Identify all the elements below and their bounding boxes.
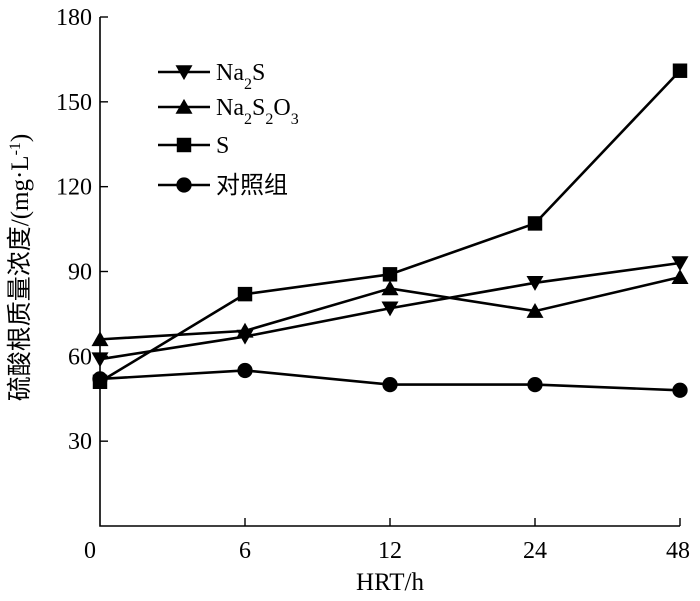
legend-label: 对照组 xyxy=(216,172,288,199)
marker-square xyxy=(672,63,688,78)
x-tick-label: 48 xyxy=(666,538,690,564)
legend-label-part: 2 xyxy=(244,111,252,128)
marker-triangle-down xyxy=(526,276,544,291)
marker-triangle-up xyxy=(175,98,193,114)
y-axis-title: 硫酸根质量浓度/(mg·L-1) xyxy=(6,134,34,401)
marker-square xyxy=(237,286,253,302)
y-tick-label: 30 xyxy=(68,429,92,455)
marker-circle xyxy=(176,177,192,193)
legend-label-part: S xyxy=(252,60,265,86)
marker-circle xyxy=(382,376,398,393)
series-layer xyxy=(91,63,689,398)
marker-triangle-up xyxy=(236,322,254,338)
y-axis-title-close: ) xyxy=(7,134,34,142)
legend-item-2: S xyxy=(158,133,229,159)
marker-triangle-up xyxy=(381,280,399,296)
legend-label-part: Na xyxy=(216,95,244,121)
marker-triangle-down xyxy=(91,352,109,368)
legend-label: Na2S xyxy=(216,60,265,93)
marker-square xyxy=(527,216,543,231)
legend-label: Na2S2O3 xyxy=(216,95,299,128)
legend-item-1: Na2S2O3 xyxy=(158,95,299,128)
x-tick-label: 0 xyxy=(84,538,96,564)
legend-label-part: O xyxy=(273,95,290,121)
series-1 xyxy=(91,269,689,347)
x-tick-label: 12 xyxy=(378,538,402,564)
marker-triangle-down xyxy=(175,65,193,81)
axes: 30 60 90 120 150 180 0 6 12 24 48 xyxy=(56,5,690,564)
y-tick-label: 60 xyxy=(68,344,92,370)
y-tick-label: 120 xyxy=(56,175,92,201)
y-tick-label: 150 xyxy=(56,90,92,116)
legend-label-part: S xyxy=(216,133,229,159)
marker-triangle-down xyxy=(671,256,689,272)
marker-circle xyxy=(527,376,543,393)
legend-label-part: Na xyxy=(216,60,244,86)
marker-triangle-down xyxy=(381,301,399,317)
series-3 xyxy=(92,362,688,398)
marker-square xyxy=(382,267,398,282)
y-axis-title-main: 硫酸根质量浓度/(mg·L xyxy=(6,155,34,401)
marker-circle xyxy=(92,371,108,387)
marker-circle xyxy=(237,362,253,379)
legend-item-0: Na2S xyxy=(158,60,265,93)
y-tick-label: 180 xyxy=(56,5,92,31)
x-tick-label: 24 xyxy=(523,538,547,564)
legend-label-part: S xyxy=(252,95,265,121)
marker-square xyxy=(176,137,192,153)
y-tick-label: 90 xyxy=(68,260,92,286)
x-axis-title: HRT/h xyxy=(356,569,424,596)
legend-item-3: 对照组 xyxy=(158,172,288,199)
y-axis-title-superscript: -1 xyxy=(7,142,24,155)
marker-triangle-up xyxy=(526,303,544,318)
x-tick-label: 6 xyxy=(239,538,251,564)
marker-circle xyxy=(672,382,688,398)
legend-label-part: 2 xyxy=(244,76,252,93)
legend-label: S xyxy=(216,133,229,159)
marker-triangle-up xyxy=(91,331,109,347)
legend-label-part: 3 xyxy=(291,111,299,128)
marker-triangle-up xyxy=(671,269,689,284)
legend-label-part: 2 xyxy=(265,111,273,128)
